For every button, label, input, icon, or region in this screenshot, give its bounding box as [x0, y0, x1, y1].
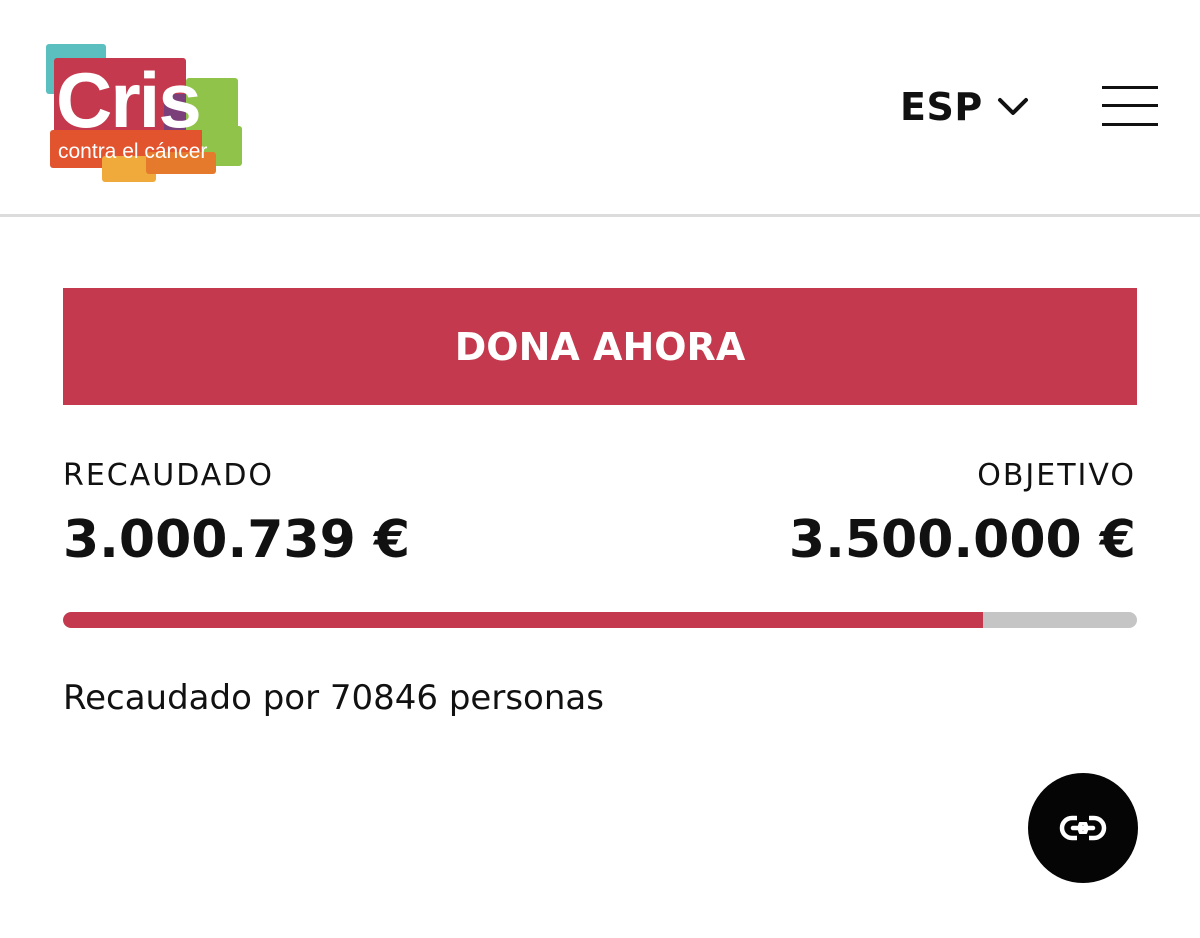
goal-label: OBJETIVO: [977, 458, 1136, 493]
hamburger-menu-icon[interactable]: [1102, 84, 1158, 128]
logo-tagline: contra el cáncer: [58, 140, 208, 163]
link-icon: [1059, 814, 1107, 842]
raised-amount: 3.000.739 €: [63, 510, 411, 570]
supporters-count-text: Recaudado por 70846 personas: [63, 678, 604, 718]
language-selector[interactable]: ESP: [900, 82, 1029, 132]
menu-line-middle: [1102, 104, 1158, 107]
cris-logo[interactable]: Cris contra el cáncer: [46, 44, 246, 184]
chevron-down-icon: [997, 98, 1028, 115]
menu-line-bottom: [1102, 123, 1158, 126]
logo-green-square: [186, 78, 238, 134]
raised-label: RECAUDADO: [63, 458, 275, 493]
fundraising-progress-bar: [63, 612, 1137, 628]
logo-wordmark: Cris: [56, 56, 202, 144]
logo-deep-orange-square: [146, 152, 216, 174]
goal-amount: 3.500.000 €: [788, 510, 1136, 570]
donate-now-button[interactable]: DONA AHORA: [63, 288, 1137, 405]
site-header: Cris contra el cáncer ESP: [0, 0, 1200, 217]
progress-bar-fill: [63, 612, 984, 628]
share-link-button[interactable]: [1028, 773, 1138, 883]
language-label: ESP: [900, 85, 983, 129]
menu-line-top: [1102, 86, 1158, 89]
